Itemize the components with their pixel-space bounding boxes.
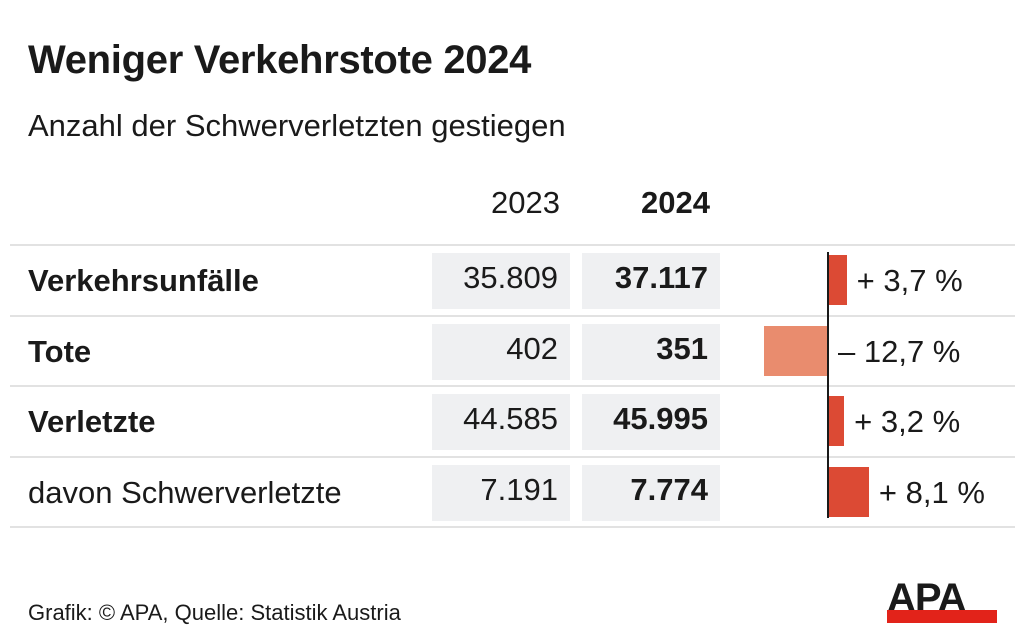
change-bar bbox=[828, 396, 845, 446]
value-2024: 45.995 bbox=[582, 394, 720, 450]
row-label: Verkehrsunfälle bbox=[28, 263, 259, 298]
change-label: – 12,7 % bbox=[838, 333, 961, 369]
row-divider bbox=[10, 526, 1015, 528]
row-label: davon Schwerverletzte bbox=[28, 474, 342, 510]
table-row: davon Schwerverletzte 7.191 7.774 + 8,1 % bbox=[0, 457, 1024, 528]
column-header-2023: 2023 bbox=[491, 185, 560, 220]
change-label: + 3,7 % bbox=[856, 263, 963, 298]
value-2023: 7.191 bbox=[432, 464, 570, 521]
value-2024: 7.774 bbox=[582, 464, 720, 521]
table-row: Verkehrsunfälle 35.809 37.117 + 3,7 % bbox=[0, 245, 1024, 316]
row-divider bbox=[10, 455, 1015, 458]
chart-subtitle: Anzahl der Schwerverletzten gestiegen bbox=[28, 108, 566, 143]
source-note: Grafik: © APA, Quelle: Statistik Austria bbox=[28, 600, 401, 625]
change-bar bbox=[763, 325, 828, 376]
value-2023: 402 bbox=[432, 323, 570, 380]
row-divider bbox=[10, 244, 1015, 246]
change-label: + 3,2 % bbox=[854, 404, 961, 439]
value-2023: 35.809 bbox=[432, 253, 570, 309]
chart-title: Weniger Verkehrstote 2024 bbox=[28, 38, 532, 82]
change-label: + 8,1 % bbox=[878, 474, 985, 510]
change-bar bbox=[828, 255, 847, 305]
row-label: Tote bbox=[28, 333, 92, 369]
logo-red-bar bbox=[887, 610, 997, 623]
row-label: Verletzte bbox=[28, 404, 156, 439]
column-header-2024: 2024 bbox=[641, 185, 710, 220]
table-row: Verletzte 44.585 45.995 + 3,2 % bbox=[0, 386, 1024, 457]
table-row: Tote 402 351 – 12,7 % bbox=[0, 316, 1024, 387]
value-2024: 351 bbox=[582, 323, 720, 380]
apa-logo: APA bbox=[887, 578, 999, 628]
value-2023: 44.585 bbox=[432, 394, 570, 450]
value-2024: 37.117 bbox=[582, 253, 720, 309]
change-bar bbox=[828, 466, 869, 517]
row-divider bbox=[10, 385, 1015, 387]
zero-axis bbox=[827, 252, 829, 518]
row-divider bbox=[10, 314, 1015, 317]
